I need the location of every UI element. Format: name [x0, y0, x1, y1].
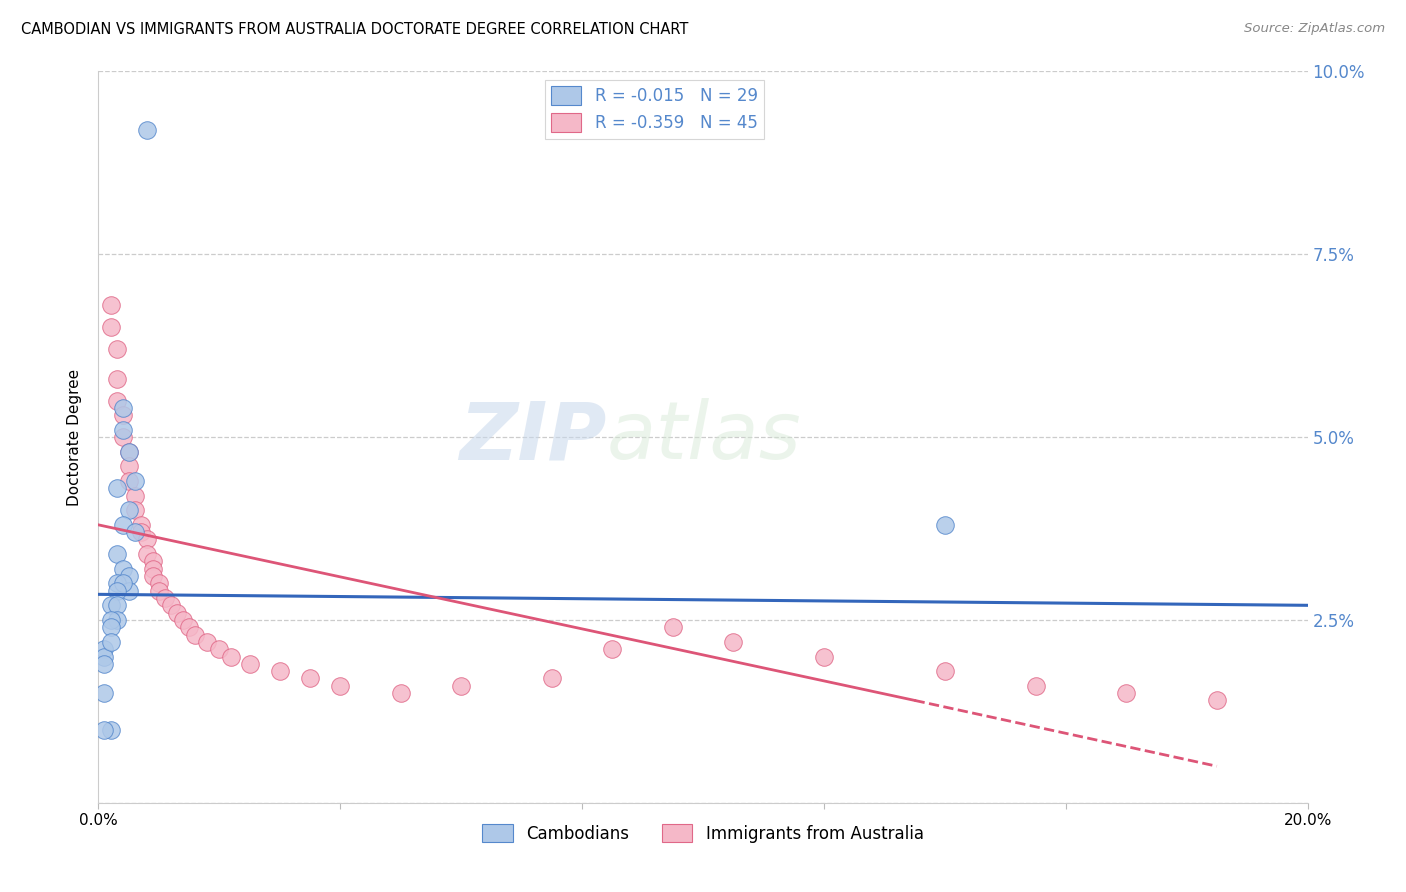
Point — [105, 481, 128, 495]
Point — [124, 503, 146, 517]
Point — [1024, 679, 1046, 693]
Point — [118, 503, 141, 517]
Point — [135, 533, 157, 547]
Point — [111, 423, 134, 437]
Point — [124, 474, 146, 488]
Point — [93, 686, 115, 700]
Point — [389, 686, 412, 700]
Point — [118, 474, 141, 488]
Point — [450, 679, 472, 693]
Text: Source: ZipAtlas.com: Source: ZipAtlas.com — [1244, 22, 1385, 36]
Point — [118, 569, 141, 583]
Point — [105, 583, 128, 598]
Point — [93, 642, 115, 657]
Point — [100, 635, 122, 649]
Point — [105, 576, 128, 591]
Point — [934, 517, 956, 532]
Point — [124, 525, 146, 540]
Text: atlas: atlas — [606, 398, 801, 476]
Point — [111, 562, 134, 576]
Point — [239, 657, 262, 671]
Point — [142, 554, 165, 568]
Point — [100, 620, 122, 634]
Point — [105, 343, 128, 357]
Point — [329, 679, 352, 693]
Point — [118, 459, 141, 474]
Point — [93, 649, 115, 664]
Point — [124, 489, 146, 503]
Point — [111, 401, 134, 415]
Point — [142, 569, 165, 583]
Point — [184, 627, 207, 641]
Point — [111, 408, 134, 422]
Point — [221, 649, 243, 664]
Point — [118, 444, 141, 458]
Point — [1115, 686, 1137, 700]
Point — [142, 562, 165, 576]
Point — [148, 576, 170, 591]
Point — [172, 613, 194, 627]
Y-axis label: Doctorate Degree: Doctorate Degree — [67, 368, 83, 506]
Point — [179, 620, 201, 634]
Point — [105, 371, 128, 385]
Point — [160, 599, 183, 613]
Point — [111, 576, 134, 591]
Point — [813, 649, 835, 664]
Point — [105, 393, 128, 408]
Point — [105, 599, 128, 613]
Point — [100, 298, 122, 312]
Point — [602, 642, 624, 657]
Point — [93, 723, 115, 737]
Point — [100, 723, 122, 737]
Point — [540, 672, 562, 686]
Point — [135, 123, 157, 137]
Point — [934, 664, 956, 678]
Point — [100, 320, 122, 334]
Point — [208, 642, 231, 657]
Point — [129, 517, 152, 532]
Point — [148, 583, 170, 598]
Point — [105, 547, 128, 561]
Point — [105, 613, 128, 627]
Point — [299, 672, 322, 686]
Legend: Cambodians, Immigrants from Australia: Cambodians, Immigrants from Australia — [475, 817, 931, 849]
Point — [93, 657, 115, 671]
Point — [166, 606, 188, 620]
Point — [153, 591, 176, 605]
Point — [269, 664, 291, 678]
Point — [111, 430, 134, 444]
Text: ZIP: ZIP — [458, 398, 606, 476]
Point — [135, 547, 157, 561]
Point — [661, 620, 683, 634]
Point — [111, 517, 134, 532]
Point — [195, 635, 218, 649]
Point — [118, 444, 141, 458]
Point — [129, 525, 152, 540]
Point — [118, 583, 141, 598]
Point — [1206, 693, 1229, 707]
Point — [723, 635, 745, 649]
Point — [100, 599, 122, 613]
Text: CAMBODIAN VS IMMIGRANTS FROM AUSTRALIA DOCTORATE DEGREE CORRELATION CHART: CAMBODIAN VS IMMIGRANTS FROM AUSTRALIA D… — [21, 22, 689, 37]
Point — [100, 613, 122, 627]
